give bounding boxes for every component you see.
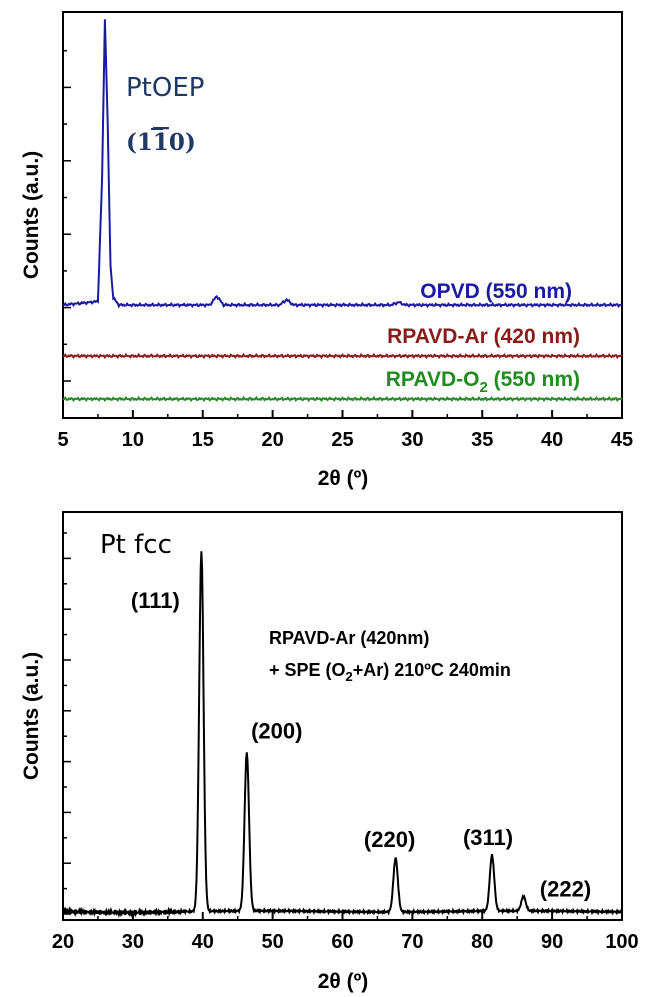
annotation-pt-fcc: Pt fcc: [100, 530, 172, 560]
series-group-top: [62, 19, 623, 403]
panel-top-ptoep: 5 10 15 20 25 30 35 40 45 PtOEP (110) OPVD (550 …: [20, 11, 633, 490]
series-line-top: [63, 352, 623, 360]
annotation-miller-index: (110): [126, 129, 196, 156]
annotation-line-2: + SPE (O2+Ar) 210ºC 240min: [269, 660, 511, 684]
series-label-rpavd-ar: RPAVD-Ar (420 nm): [387, 325, 580, 348]
x-tick-label-bottom: 20: [52, 931, 74, 953]
x-axis-title-bottom: 2θ (º): [318, 970, 369, 993]
peak-label: (311): [463, 825, 513, 850]
series-line-top: [63, 395, 623, 403]
peak-label: (222): [540, 877, 591, 902]
series-label-rpavd-o2: RPAVD-O2 (550 nm): [386, 368, 580, 396]
x-tick-label-bottom: 80: [471, 931, 493, 953]
x-ticks-top: 5 10 15 20 25 30 35 40 45: [57, 410, 633, 451]
x-tick-label-bottom: 40: [192, 931, 214, 953]
x-axis-title-top: 2θ (º): [318, 467, 369, 490]
y-ticks-bottom: [63, 532, 71, 915]
x-tick-label-top: 45: [611, 429, 633, 451]
x-tick-label-top: 40: [541, 429, 563, 451]
x-tick-label-top: 5: [57, 429, 68, 451]
series-group-bottom: [62, 551, 623, 919]
x-tick-label-top: 35: [471, 429, 493, 451]
x-tick-label-bottom: 90: [541, 931, 563, 953]
x-tick-label-bottom: 30: [122, 931, 144, 953]
x-tick-label-bottom: 50: [262, 931, 284, 953]
peak-label: (200): [251, 719, 302, 744]
x-tick-label-top: 10: [122, 429, 144, 451]
series-label-opvd: OPVD (550 nm): [420, 280, 572, 303]
x-tick-label-top: 15: [192, 429, 214, 451]
x-tick-label-bottom: 60: [331, 931, 353, 953]
x-tick-label-top: 25: [331, 429, 353, 451]
annotation-ptoep: PtOEP: [126, 73, 204, 103]
overlined-digit: 1: [153, 129, 169, 156]
annotation-line-1: RPAVD-Ar (420nm): [269, 628, 429, 648]
y-axis-title-top: Counts (a.u.): [20, 151, 43, 279]
x-ticks-bottom: 20 30 40 50 60 70 80 90 100: [52, 912, 639, 953]
y-ticks-top: [63, 49, 71, 382]
peak-label: (220): [364, 827, 415, 852]
peak-labels: (111) (200) (220) (311) (222): [131, 588, 591, 902]
x-tick-label-top: 20: [262, 429, 284, 451]
x-tick-label-bottom: 70: [401, 931, 423, 953]
series-line-top: [62, 19, 623, 309]
y-axis-title-bottom: Counts (a.u.): [20, 652, 43, 780]
x-tick-label-bottom: 100: [605, 931, 638, 953]
panel-bottom-pt: 20 30 40 50 60 70 80 90 100 Pt fcc RPAVD-Ar (420…: [20, 511, 639, 993]
peak-label: (111): [131, 588, 180, 613]
series-line-bottom: [62, 551, 623, 919]
x-tick-label-top: 30: [401, 429, 423, 451]
plot-frame-bottom: [62, 511, 623, 921]
